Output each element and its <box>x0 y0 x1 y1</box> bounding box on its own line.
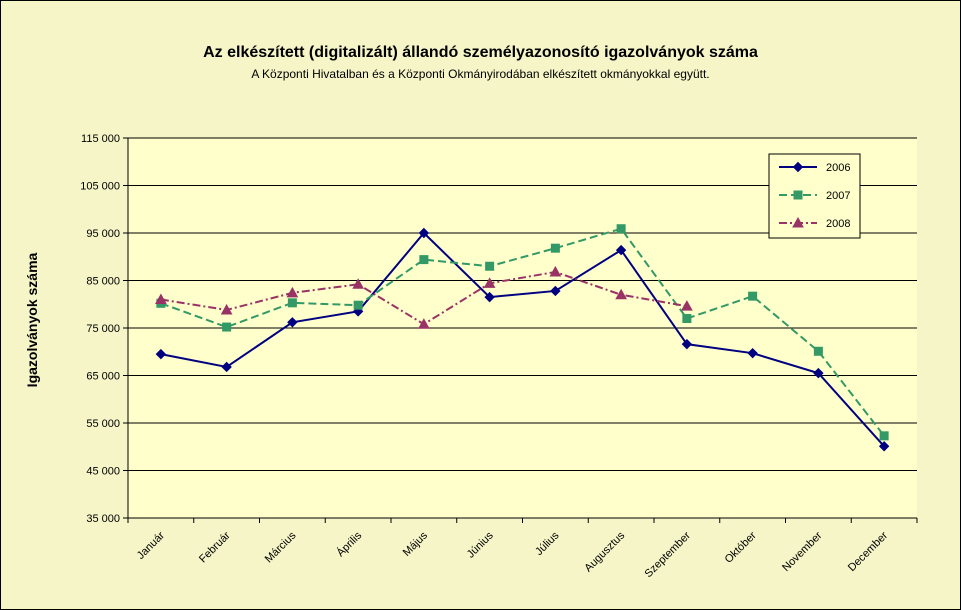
legend-marker-2007 <box>793 190 803 200</box>
series-line-2007 <box>160 227 885 437</box>
y-tick-label: 65 000 <box>86 371 120 383</box>
legend-label-2008: 2008 <box>826 218 850 230</box>
data-point <box>813 367 824 379</box>
x-tick-label: December <box>846 529 891 574</box>
data-point <box>747 347 758 359</box>
data-point <box>879 431 889 441</box>
y-tick-label: 95 000 <box>86 228 120 240</box>
y-tick-label: 115 000 <box>81 133 120 145</box>
data-point <box>682 314 692 323</box>
y-tick-label: 35 000 <box>86 513 120 525</box>
x-tick-label: Szeptember <box>643 529 694 580</box>
x-tick-label: Augusztus <box>582 529 627 574</box>
data-point <box>287 317 298 328</box>
data-point <box>615 244 627 256</box>
chart-title: Az elkészített (digitalizált) állandó sz… <box>203 44 758 61</box>
data-point <box>353 300 363 310</box>
data-point <box>286 286 299 298</box>
data-point <box>418 227 430 239</box>
x-tick-label: Április <box>334 529 365 560</box>
data-point <box>681 338 693 350</box>
y-tick-label: 85 000 <box>86 276 120 288</box>
x-tick-label: Július <box>533 529 562 558</box>
data-point <box>616 224 626 234</box>
data-point <box>549 265 562 277</box>
series-2006 <box>155 227 890 452</box>
series-line-2006 <box>160 231 885 447</box>
y-tick-label: 55 000 <box>86 418 120 430</box>
y-ticks: 35 000 45 000 55 000 65 000 75 000 85 000 95 0… <box>80 133 120 525</box>
data-point <box>220 303 233 315</box>
legend-marker-2008 <box>792 216 804 228</box>
data-point <box>419 255 429 265</box>
legend-label-2007: 2007 <box>826 190 850 202</box>
chart-subtitle: A Központi Hivatalban és a Központi Okmá… <box>251 67 710 81</box>
data-point <box>813 346 823 356</box>
series-2008 <box>155 265 693 329</box>
y-tick-label: 75 000 <box>86 323 120 335</box>
legend: 2006 2007 2008 <box>768 153 861 239</box>
data-point <box>222 322 232 332</box>
x-tick-label: Június <box>465 529 496 560</box>
data-point <box>550 243 560 253</box>
x-tick-label: Február <box>197 529 233 565</box>
x-tick-label: November <box>780 529 825 574</box>
data-point <box>878 441 890 452</box>
data-point <box>155 348 167 360</box>
data-point <box>287 298 297 308</box>
data-point <box>155 293 167 304</box>
x-tick-label: Március <box>263 529 299 565</box>
legend-marker-2006 <box>792 161 804 173</box>
series-group <box>155 224 890 452</box>
data-point <box>352 278 364 289</box>
data-point <box>418 318 430 329</box>
x-tick-label: Január <box>135 529 168 562</box>
data-point <box>748 291 758 301</box>
x-tick-label: Október <box>723 529 759 565</box>
x-ticks: Január Február Március Április Május Június Jú… <box>135 529 891 580</box>
legend-label-2006: 2006 <box>826 162 850 174</box>
data-point <box>484 291 495 303</box>
data-point <box>483 277 496 288</box>
x-tick-label: Május <box>401 529 431 559</box>
data-point <box>221 361 232 373</box>
data-point <box>550 285 561 297</box>
axes <box>123 137 918 523</box>
data-point <box>615 288 627 300</box>
data-point <box>485 261 495 271</box>
data-point <box>681 300 693 311</box>
y-tick-label: 45 000 <box>86 466 120 478</box>
y-tick-label: 105 000 <box>80 181 120 193</box>
